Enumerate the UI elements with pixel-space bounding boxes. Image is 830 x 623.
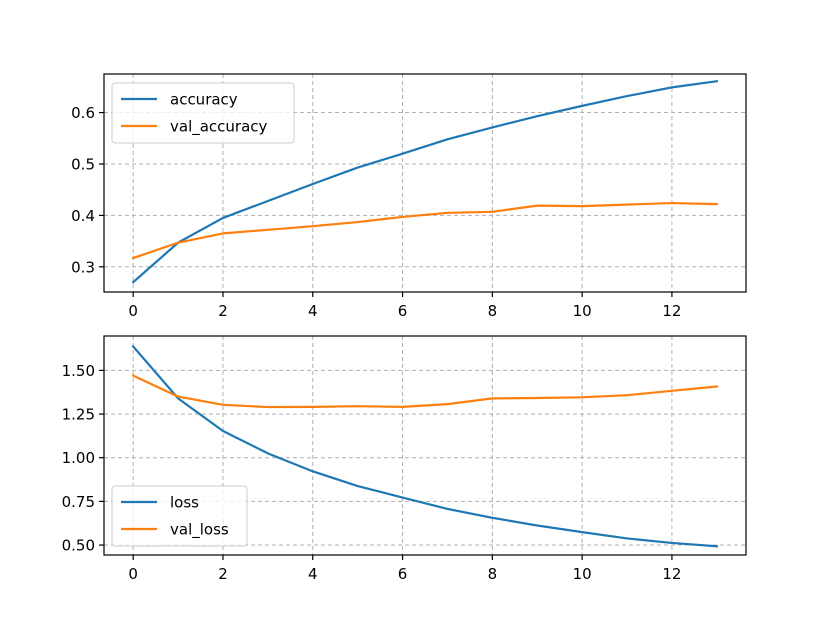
accuracy-legend-box bbox=[111, 82, 295, 144]
loss-subplot: 0 2 4 6 8 10 12 0.50 0.75 1.00 1.25 1.50 loss val_los… bbox=[62, 335, 747, 583]
loss-x-tick-label: 4 bbox=[308, 565, 318, 583]
series-line-accuracy bbox=[131, 79, 719, 284]
loss-x-tick-label: 2 bbox=[218, 565, 228, 583]
series-line-loss bbox=[131, 344, 718, 548]
accuracy-x-tick-label: 8 bbox=[488, 302, 498, 320]
legend-label-loss: loss bbox=[170, 494, 199, 512]
accuracy-y-tick-label: 0.6 bbox=[71, 104, 95, 122]
accuracy-x-tick-label: 10 bbox=[573, 302, 592, 320]
loss-x-tick-label: 6 bbox=[398, 565, 408, 583]
series-line-val-accuracy bbox=[131, 201, 718, 260]
accuracy-x-tick-label: 2 bbox=[218, 302, 228, 320]
accuracy-subplot: 0 2 4 6 8 10 12 0.3 0.4 0.5 0.6 accuracy val_accurac… bbox=[71, 73, 747, 320]
accuracy-legend: accuracy val_accuracy bbox=[111, 82, 295, 144]
accuracy-x-tick-label: 4 bbox=[308, 302, 318, 320]
accuracy-x-tick-label: 12 bbox=[662, 302, 681, 320]
loss-y-tick-label: 1.50 bbox=[62, 362, 95, 380]
loss-y-tick-label: 0.75 bbox=[62, 493, 95, 511]
accuracy-y-tick-label: 0.4 bbox=[71, 207, 95, 225]
legend-label-val-accuracy: val_accuracy bbox=[170, 118, 268, 137]
loss-x-tick-label: 12 bbox=[662, 565, 681, 583]
loss-x-tick-label: 8 bbox=[488, 565, 498, 583]
loss-legend: loss val_loss bbox=[111, 485, 248, 547]
legend-label-val-loss: val_loss bbox=[170, 521, 229, 540]
legend-label-accuracy: accuracy bbox=[170, 91, 238, 109]
accuracy-axes-frame bbox=[103, 73, 747, 293]
accuracy-x-tick-label: 0 bbox=[128, 302, 138, 320]
accuracy-x-tick-label: 6 bbox=[398, 302, 408, 320]
loss-x-tick-label: 10 bbox=[573, 565, 592, 583]
accuracy-y-tick-label: 0.3 bbox=[71, 258, 95, 276]
loss-y-tick-label: 1.25 bbox=[62, 406, 95, 424]
loss-x-tick-label: 0 bbox=[128, 565, 138, 583]
loss-y-tick-label: 1.00 bbox=[62, 449, 95, 467]
series-line-val-loss bbox=[131, 374, 719, 409]
loss-axes-frame bbox=[103, 335, 747, 556]
accuracy-y-tick-label: 0.5 bbox=[71, 155, 95, 173]
loss-y-tick-label: 0.50 bbox=[62, 537, 95, 555]
